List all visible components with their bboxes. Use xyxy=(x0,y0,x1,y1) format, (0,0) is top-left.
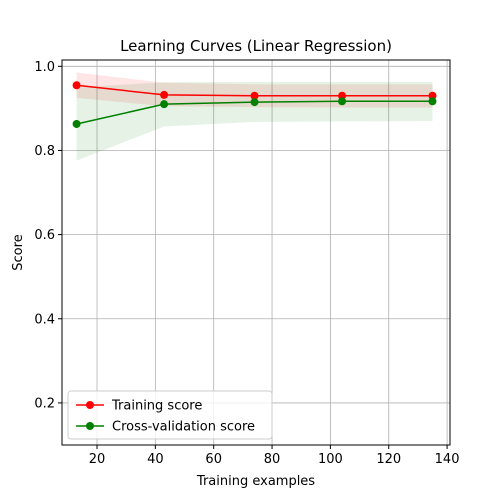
legend-label-1: Cross-validation score xyxy=(112,420,255,435)
series-0-point xyxy=(72,81,81,90)
legend-box xyxy=(67,390,273,440)
chart-title: Learning Curves (Linear Regression) xyxy=(120,37,392,55)
x-axis-label: Training examples xyxy=(196,474,315,489)
x-tick-label: 80 xyxy=(264,452,281,467)
x-tick-label: 20 xyxy=(89,452,106,467)
score-markers xyxy=(72,81,437,128)
series-1-point xyxy=(160,100,169,109)
legend-label-0: Training score xyxy=(111,399,202,414)
y-tick-label: 0.8 xyxy=(34,144,55,159)
y-tick-label: 0.2 xyxy=(34,396,55,411)
series-0-point xyxy=(428,91,437,100)
legend: Training score Cross-validation score xyxy=(67,390,273,440)
x-tick-label: 40 xyxy=(147,452,164,467)
series-1-point xyxy=(250,98,259,107)
series-0-point xyxy=(250,91,259,100)
x-tick-label: 120 xyxy=(376,452,401,467)
y-axis-label: Score xyxy=(11,234,26,270)
x-tick-label: 60 xyxy=(205,452,222,467)
grid-lines xyxy=(62,60,450,445)
series-1-point xyxy=(338,97,347,106)
y-tick-label: 0.6 xyxy=(34,228,55,243)
x-tick-label: 100 xyxy=(318,452,343,467)
score-bands xyxy=(76,72,433,161)
legend-marker-1 xyxy=(86,422,94,430)
x-tick-label: 140 xyxy=(435,452,460,467)
legend-marker-0 xyxy=(86,401,94,409)
y-tick-label: 0.4 xyxy=(34,312,55,327)
plot-frame xyxy=(61,59,451,446)
y-tick-label: 1.0 xyxy=(34,60,55,75)
y-axis-ticks: 0.2 0.4 0.6 0.8 1.0 xyxy=(34,60,62,411)
x-axis-ticks: 20 40 60 80 100 120 140 xyxy=(89,445,460,467)
series-1-point xyxy=(72,119,81,128)
series-0-point xyxy=(338,91,347,100)
series-1-point xyxy=(428,97,437,106)
series-0-point xyxy=(160,90,169,99)
